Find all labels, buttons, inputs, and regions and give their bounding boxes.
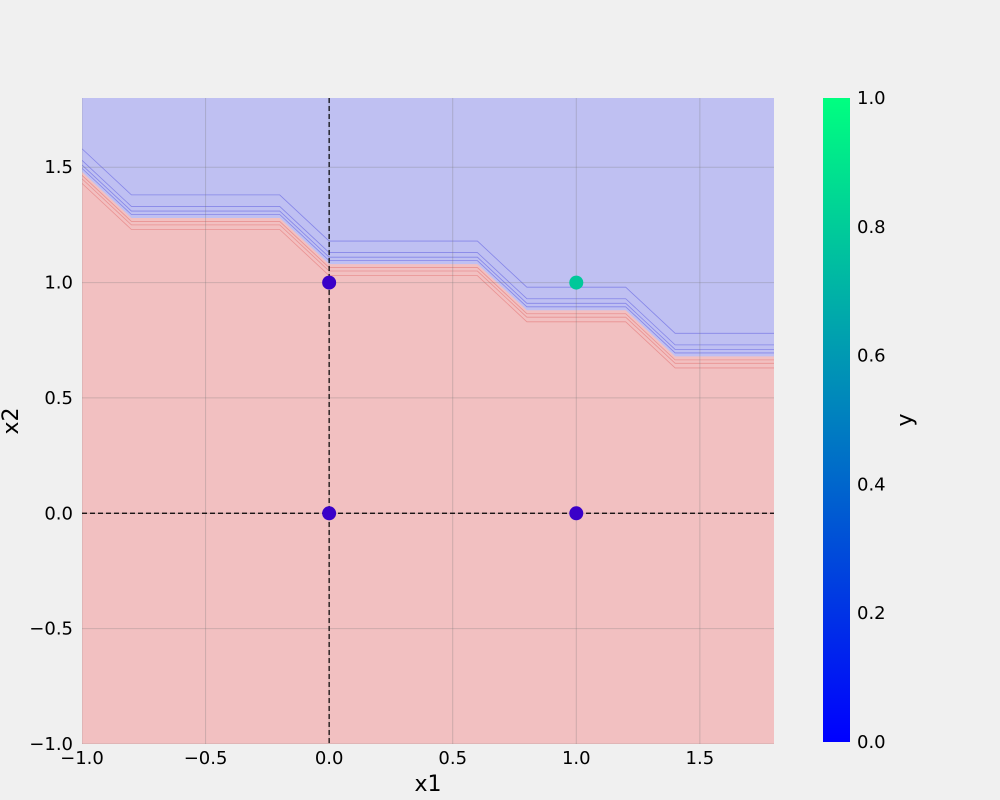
contour-line	[82, 183, 774, 369]
colorbar: 0.0 0.2 0.4 0.6 0.8 1.0	[823, 88, 886, 753]
colorbar-tick-label: 0.2	[857, 603, 886, 624]
y-tick-label: 0.5	[44, 388, 73, 409]
plot-area	[82, 98, 774, 744]
region-below	[82, 171, 774, 744]
x-tick-label: −1.0	[60, 748, 104, 769]
colorbar-tick-label: 0.4	[857, 474, 886, 495]
x-tick-label: −0.5	[184, 748, 228, 769]
data-point	[569, 275, 584, 290]
contour-line	[82, 148, 774, 334]
y-tick-label: 1.0	[44, 273, 73, 294]
x-tick-label: 1.0	[562, 748, 591, 769]
colorbar-tick-label: 0.0	[857, 732, 886, 753]
x-tick-label: 0.5	[438, 748, 467, 769]
x-tick-label: 1.5	[686, 748, 715, 769]
contour-line	[82, 168, 774, 354]
y-tick-label: −0.5	[29, 619, 73, 640]
colorbar-tick-label: 0.8	[857, 217, 886, 238]
data-point	[569, 506, 584, 521]
y-tick-label: −1.0	[29, 734, 73, 755]
colorbar-tick-label: 0.6	[857, 346, 886, 367]
plot-layers	[82, 98, 774, 744]
y-axis-ticks: −1.0 −0.5 0.0 0.5 1.0 1.5	[29, 157, 73, 755]
y-tick-label: 1.5	[44, 157, 73, 178]
x-tick-label: 0.0	[315, 748, 344, 769]
y-tick-label: 0.0	[44, 503, 73, 524]
data-point	[322, 275, 337, 290]
contour-line	[82, 160, 774, 346]
data-point	[322, 506, 337, 521]
x-axis-ticks: −1.0 −0.5 0.0 0.5 1.0 1.5	[60, 748, 714, 769]
colorbar-gradient	[823, 98, 850, 742]
contour-line	[82, 174, 774, 361]
x-axis-label: x1	[414, 772, 441, 797]
colorbar-label: y	[893, 413, 918, 426]
colorbar-tick-label: 1.0	[857, 88, 886, 109]
contour-line	[82, 164, 774, 350]
contour-line	[82, 178, 774, 364]
y-axis-label: x2	[0, 407, 24, 434]
